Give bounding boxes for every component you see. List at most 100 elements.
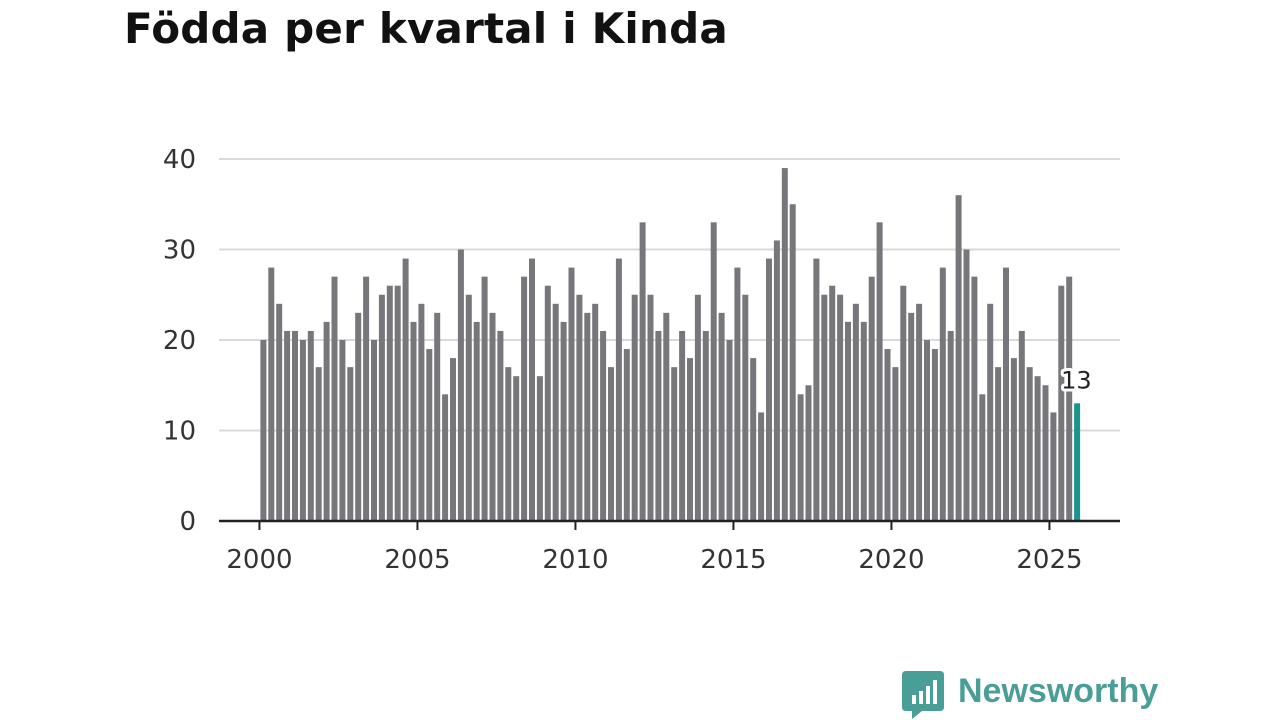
x-tick-label: 2005: [384, 545, 450, 575]
bar: [1050, 412, 1057, 521]
bar: [418, 303, 425, 521]
bar: [631, 294, 638, 521]
bar: [687, 358, 693, 521]
bar: [481, 276, 488, 521]
bar: [860, 321, 867, 521]
bar: [979, 394, 986, 521]
bar: [473, 321, 480, 521]
bar: [1034, 376, 1041, 521]
bar: [679, 330, 686, 521]
x-tick-label: 2025: [1016, 545, 1082, 575]
x-tick-label: 2010: [542, 545, 608, 575]
bar: [837, 294, 844, 521]
bar: [821, 294, 828, 521]
bar: [663, 312, 670, 521]
bar: [813, 258, 820, 521]
bar: [410, 321, 417, 521]
bar: [347, 367, 354, 521]
bar: [505, 367, 512, 521]
x-axis: [219, 519, 1120, 530]
bar: [908, 312, 915, 521]
bar: [829, 285, 836, 521]
bar: [876, 222, 883, 521]
bar-highlighted: [1074, 403, 1081, 521]
bar: [355, 312, 362, 521]
bar: [1018, 330, 1025, 521]
x-tick-label: 2015: [700, 545, 766, 575]
bar: [1003, 267, 1009, 521]
bar: [544, 285, 551, 521]
bar: [797, 394, 804, 521]
y-tick-label: 0: [179, 507, 196, 537]
bar: [299, 340, 306, 521]
tick-labels: 0 10 20 30 40 2000 2005 2010 2015 2020 2025: [163, 145, 1083, 575]
bar: [592, 303, 599, 521]
bar: [394, 285, 401, 521]
bar: [434, 312, 441, 521]
bar: [426, 349, 433, 521]
bar: [292, 330, 298, 521]
bar: [442, 394, 449, 521]
bar: [987, 303, 994, 521]
bar: [742, 294, 749, 521]
bar: [450, 358, 456, 521]
y-tick-label: 40: [163, 145, 196, 175]
bar: [521, 276, 528, 521]
bar: [718, 312, 725, 521]
bar: [608, 367, 614, 521]
chart-title: Födda per kvartal i Kinda: [124, 4, 728, 53]
bar: [845, 321, 851, 521]
bar: [671, 367, 678, 521]
bar: [378, 294, 385, 521]
x-tick-label: 2000: [226, 545, 292, 575]
bar: [552, 303, 559, 521]
bar: [363, 276, 370, 521]
newsworthy-logo[interactable]: Newsworthy: [902, 671, 1158, 719]
bar: [513, 376, 520, 521]
bar: [702, 330, 709, 521]
bar: [276, 303, 283, 521]
bar: [576, 294, 583, 521]
bar: [497, 330, 504, 521]
bar: [260, 340, 267, 521]
bar: [560, 321, 567, 521]
bar: [947, 330, 954, 521]
bar: [600, 330, 607, 521]
x-tick-label: 2020: [858, 545, 924, 575]
newsworthy-logo-text: Newsworthy: [958, 671, 1159, 710]
bar: [805, 385, 812, 521]
bar: [924, 340, 930, 521]
bar: [639, 222, 646, 521]
bar: [892, 367, 899, 521]
newsworthy-logo-icon: [902, 671, 944, 719]
bar: [995, 367, 1002, 521]
bar: [1058, 285, 1065, 521]
y-tick-label: 30: [163, 236, 196, 266]
bar: [536, 376, 543, 521]
bar: [884, 349, 891, 521]
bar: [726, 340, 733, 521]
bar: [402, 258, 409, 521]
bar: [465, 294, 472, 521]
bar: [655, 330, 662, 521]
bar: [268, 267, 275, 521]
bar: [584, 312, 591, 521]
bar: [734, 267, 741, 521]
bar: [1066, 276, 1073, 521]
bar: [568, 267, 575, 521]
bar: [710, 222, 717, 521]
y-tick-label: 20: [163, 326, 196, 356]
bar: [1042, 385, 1049, 521]
bar: [963, 249, 970, 521]
bar: [789, 204, 796, 521]
bar: [750, 358, 757, 521]
bar: [939, 267, 946, 521]
bar: [623, 349, 630, 521]
bar: [339, 340, 346, 521]
bar: [615, 258, 622, 521]
bar: [315, 367, 322, 521]
bar: [1010, 358, 1017, 521]
gridlines: [219, 158, 1120, 432]
bar: [371, 340, 377, 521]
bar: [766, 258, 772, 521]
